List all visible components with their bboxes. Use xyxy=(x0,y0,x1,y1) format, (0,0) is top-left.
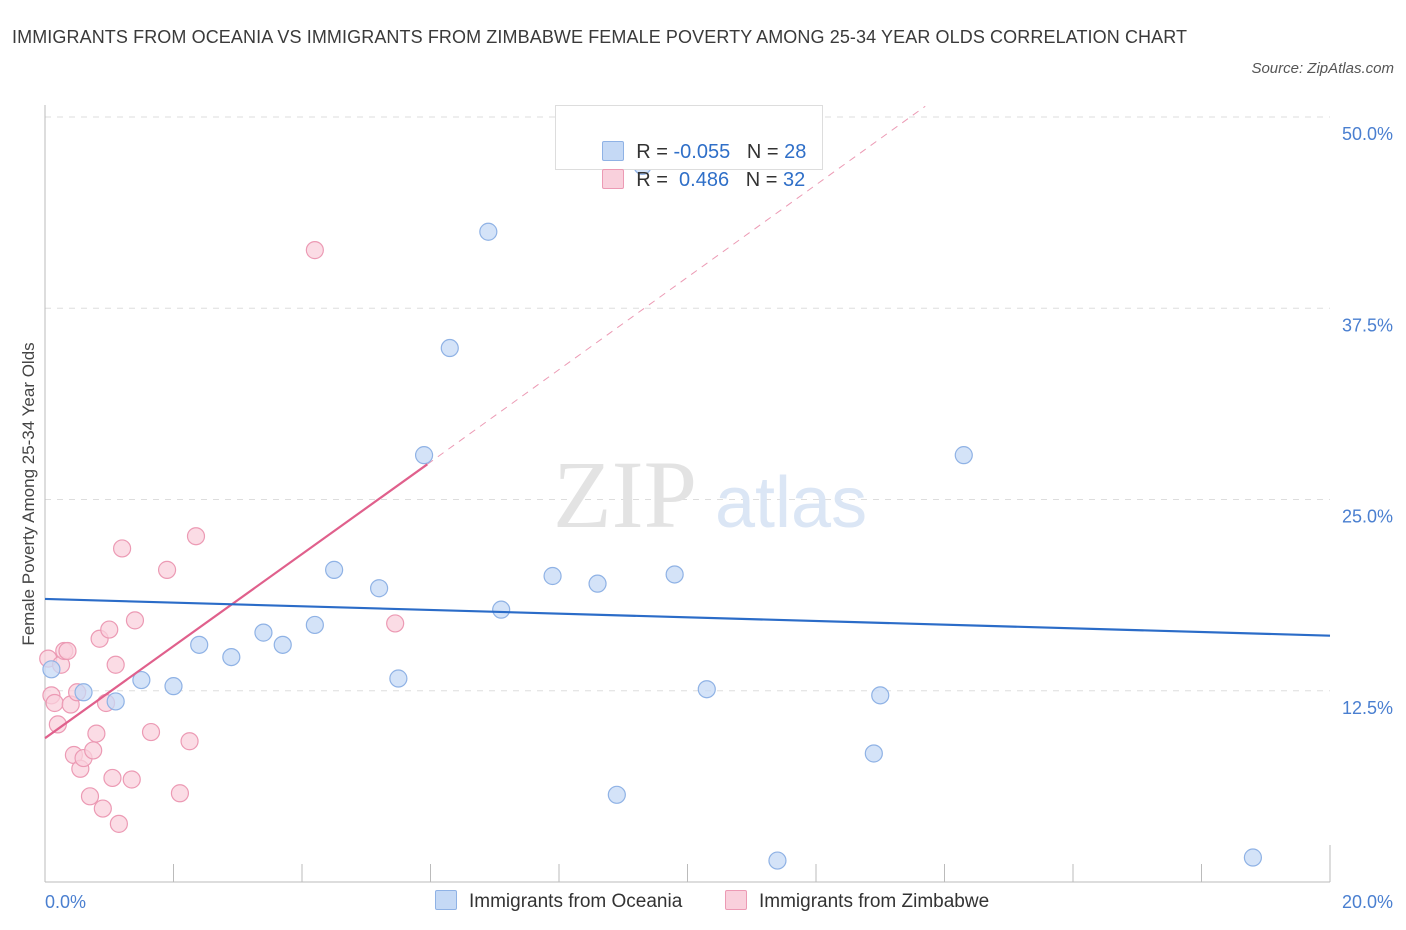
oceania-point xyxy=(1243,848,1263,867)
zimbabwe-point xyxy=(112,539,132,558)
axes-layer xyxy=(44,105,1331,883)
legend-n-label: N = xyxy=(746,141,785,163)
oceania-point xyxy=(607,785,626,804)
y-tick-label: 12.5% xyxy=(1342,698,1393,718)
zimbabwe-point xyxy=(84,741,103,760)
correlation-legend: R = -0.055 N = 28 R = 0.486 N = 32 xyxy=(555,105,823,191)
labels-layer: 12.5% 25.0% 37.5% 50.0% 0.0% 20.0% Female Pove… xyxy=(19,124,1393,912)
zimbabwe-point xyxy=(180,732,199,751)
zimbabwe-point xyxy=(157,560,177,579)
oceania-point xyxy=(164,677,183,696)
oceania-point xyxy=(273,635,292,654)
oceania-point xyxy=(768,851,787,870)
zimbabwe-point xyxy=(103,768,122,788)
legend-n-label: N = xyxy=(745,169,784,191)
oceania-point xyxy=(479,222,498,241)
oceania-point xyxy=(588,574,607,593)
zimbabwe-point xyxy=(45,693,64,713)
zimbabwe-trend-line xyxy=(44,463,428,740)
zimbabwe-point xyxy=(109,814,128,833)
oceania-point xyxy=(305,615,324,635)
legend-row-zimbabwe: R = 0.486 N = 32 xyxy=(580,138,805,191)
oceania-point xyxy=(665,565,684,584)
zimbabwe-point xyxy=(58,641,77,661)
zimbabwe-point xyxy=(125,611,145,630)
oceania-point xyxy=(132,670,151,690)
oceania-point xyxy=(106,692,125,711)
zimbabwe-point xyxy=(106,655,125,674)
chart-title: IMMIGRANTS FROM OCEANIA VS IMMIGRANTS FR… xyxy=(12,27,1188,47)
legend-r-value: -0.055 xyxy=(673,141,731,163)
legend-row-oceania: R = -0.055 N = 28 xyxy=(580,110,806,163)
oceania-point xyxy=(74,683,93,702)
zimbabwe-trend-extension xyxy=(426,105,926,465)
zimbabwe-swatch xyxy=(725,890,747,910)
watermark: ZIP atlas xyxy=(553,441,867,548)
y-tick-label: 25.0% xyxy=(1342,507,1393,527)
zimbabwe-point xyxy=(93,799,112,818)
oceania-point xyxy=(440,338,459,358)
oceania-point xyxy=(954,446,973,465)
series-legend: Immigrants from Oceania Immigrants from … xyxy=(0,888,1406,918)
zimbabwe-point xyxy=(186,527,206,546)
oceania-point xyxy=(543,566,562,586)
legend-item-label: Immigrants from Zimbabwe xyxy=(759,891,990,912)
zimbabwe-swatch xyxy=(602,169,625,189)
zimbabwe-point xyxy=(87,724,106,743)
legend-item-zimbabwe[interactable]: Immigrants from Zimbabwe xyxy=(725,888,989,916)
oceania-point xyxy=(325,560,344,579)
y-tick-label: 50.0% xyxy=(1342,124,1393,144)
legend-n-value: 32 xyxy=(783,169,806,191)
zimbabwe-point xyxy=(141,722,161,742)
legend-r-label: R = xyxy=(636,169,674,191)
x-tick-label: 0.0% xyxy=(45,892,86,912)
legend-item-oceania[interactable]: Immigrants from Oceania xyxy=(435,888,682,916)
legend-n-value: 28 xyxy=(784,141,807,163)
points-layer xyxy=(39,156,1331,870)
oceania-point xyxy=(222,647,241,667)
zimbabwe-point xyxy=(305,241,324,260)
oceania-swatch xyxy=(602,141,625,161)
oceania-point xyxy=(254,623,273,642)
oceania-point xyxy=(42,660,61,679)
zimbabwe-point xyxy=(386,614,405,633)
x-tick-label: 20.0% xyxy=(1342,892,1393,912)
grid-layer xyxy=(45,116,1330,692)
y-tick-label: 37.5% xyxy=(1342,315,1393,335)
oceania-point xyxy=(190,635,209,654)
oceania-trend-line xyxy=(44,597,1331,637)
y-axis-title: Female Poverty Among 25-34 Year Olds xyxy=(19,342,38,645)
oceania-point xyxy=(697,680,716,699)
zimbabwe-point xyxy=(100,620,119,639)
oceania-swatch xyxy=(435,890,457,910)
oceania-point xyxy=(370,579,389,598)
zimbabwe-point xyxy=(170,784,190,803)
oceania-point xyxy=(492,600,511,619)
source-label: Source: ZipAtlas.com xyxy=(1251,60,1394,77)
legend-r-label: R = xyxy=(636,141,674,163)
watermark-zip: ZIP xyxy=(553,441,697,548)
zimbabwe-point xyxy=(122,770,141,789)
legend-item-label: Immigrants from Oceania xyxy=(469,891,683,912)
oceania-point xyxy=(414,446,434,465)
watermark-atlas: atlas xyxy=(715,463,867,543)
zimbabwe-point xyxy=(80,787,100,806)
oceania-point xyxy=(871,686,890,705)
legend-r-value: 0.486 xyxy=(673,169,730,191)
trend-layer xyxy=(426,105,926,465)
oceania-point xyxy=(389,669,408,688)
zimbabwe-point xyxy=(48,715,67,734)
oceania-point xyxy=(864,744,883,763)
